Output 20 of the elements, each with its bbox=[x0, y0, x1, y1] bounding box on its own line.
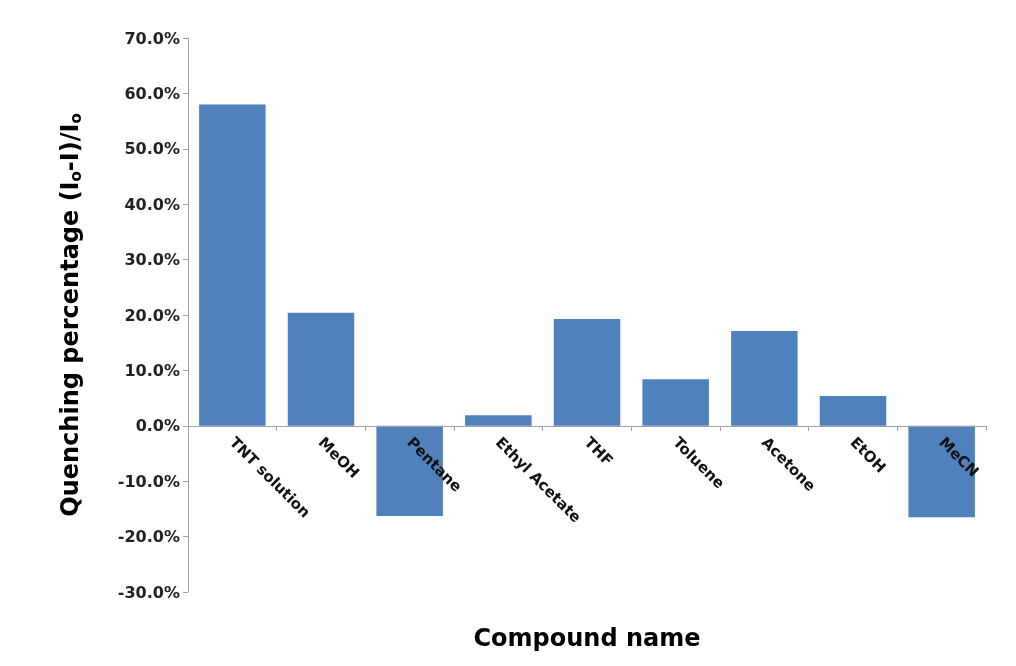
y-tick-label: 60.0% bbox=[124, 83, 180, 103]
y-axis-title: Quenching percentage (Io-I)/Io bbox=[55, 113, 85, 517]
y-tick-label: 30.0% bbox=[124, 250, 180, 270]
bar bbox=[553, 318, 621, 426]
y-tick-label: 10.0% bbox=[124, 360, 180, 380]
y-tick-label: 0.0% bbox=[135, 416, 180, 436]
y-tick-label: 40.0% bbox=[124, 194, 180, 214]
y-tick-label: -30.0% bbox=[117, 582, 180, 602]
y-tick-label: -20.0% bbox=[117, 527, 180, 547]
y-tick-label: 50.0% bbox=[124, 139, 180, 159]
bar bbox=[819, 395, 887, 426]
x-axis-title: Compound name bbox=[473, 624, 701, 652]
y-tick-label: -10.0% bbox=[117, 471, 180, 491]
bar bbox=[287, 312, 355, 426]
y-tick-label: 20.0% bbox=[124, 305, 180, 325]
y-tick-label: 70.0% bbox=[124, 28, 180, 48]
bar bbox=[731, 331, 798, 426]
bar bbox=[465, 415, 532, 426]
bar bbox=[642, 379, 709, 426]
bar bbox=[199, 104, 266, 426]
